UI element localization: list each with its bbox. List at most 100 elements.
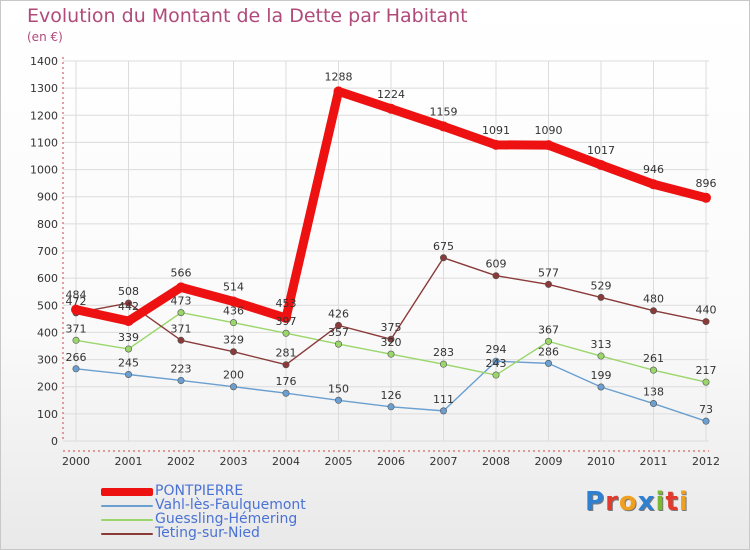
data-label: 200: [223, 369, 244, 382]
data-point: [282, 389, 290, 397]
data-label: 245: [118, 357, 139, 370]
x-tick-label: 2008: [482, 455, 510, 468]
data-label: 73: [699, 403, 713, 416]
data-point: [230, 383, 238, 391]
x-tick-label: 2000: [62, 455, 90, 468]
data-label: 426: [328, 307, 349, 320]
data-label: 1159: [430, 105, 458, 118]
data-point: [281, 313, 291, 324]
data-label: 281: [276, 347, 297, 360]
proxiti-logo: Proxiti: [585, 487, 689, 517]
legend-swatch: [101, 519, 153, 521]
y-tick-label: 600: [37, 272, 58, 285]
y-tick-label: 800: [37, 218, 58, 231]
data-point: [71, 304, 81, 315]
y-tick-label: 500: [37, 299, 58, 312]
data-label: 329: [223, 334, 244, 347]
data-point: [492, 371, 500, 379]
data-point: [492, 357, 500, 365]
data-label: 283: [433, 346, 454, 359]
y-tick-label: 1000: [30, 164, 58, 177]
data-point: [649, 307, 657, 315]
data-point: [702, 378, 710, 386]
data-label: 150: [328, 382, 349, 395]
logo-letter: t: [665, 487, 679, 517]
data-point: [649, 366, 657, 374]
x-tick-label: 2010: [587, 455, 615, 468]
data-label: 675: [433, 240, 454, 253]
x-tick-label: 2002: [167, 455, 195, 468]
data-point: [334, 340, 342, 348]
data-point: [230, 348, 238, 356]
x-tick-label: 2006: [377, 455, 405, 468]
x-axis: 2000 2001 2002 2003 2004 2005 2006 2007 2008 2009…: [62, 450, 720, 468]
x-tick-label: 2005: [325, 455, 353, 468]
data-point: [597, 293, 605, 301]
data-label: 480: [643, 293, 664, 306]
data-label: 339: [118, 331, 139, 344]
data-label: 126: [381, 389, 402, 402]
logo-letter: x: [637, 487, 656, 517]
data-point: [125, 299, 133, 307]
y-tick-label: 100: [37, 408, 58, 421]
data-point: [334, 396, 342, 404]
data-point: [177, 376, 185, 384]
x-tick-label: 2003: [220, 455, 248, 468]
logo-letter: P: [585, 487, 606, 517]
legend-swatch: [101, 488, 153, 496]
y-tick-label: 1300: [30, 82, 58, 95]
data-label: 473: [171, 295, 192, 308]
data-point: [177, 336, 185, 344]
data-labels-layer: 266 245 223 200 176 150 126 111 294 286 199 138 73 37…: [66, 70, 717, 416]
logo-letter: r: [605, 487, 619, 517]
data-point: [387, 350, 395, 358]
data-label: 566: [171, 266, 192, 279]
data-point: [597, 352, 605, 360]
data-point: [387, 335, 395, 343]
y-tick-label: 900: [37, 191, 58, 204]
logo-letter: i: [678, 487, 689, 517]
data-label: 357: [328, 326, 349, 339]
data-point: [648, 179, 659, 190]
data-point: [387, 403, 395, 411]
data-point: [386, 103, 396, 114]
data-label: 453: [276, 297, 297, 310]
data-label: 286: [538, 345, 559, 358]
data-point: [72, 336, 80, 344]
y-tick-label: 400: [37, 326, 58, 339]
data-label: 261: [643, 352, 664, 365]
legend-label: Teting-sur-Nied: [155, 525, 260, 541]
data-label: 138: [643, 386, 664, 399]
data-point: [123, 316, 134, 327]
x-tick-label: 2012: [692, 455, 720, 468]
data-label: 371: [171, 322, 192, 335]
data-point: [491, 139, 501, 150]
data-label: 896: [696, 177, 717, 190]
data-label: 577: [538, 266, 559, 279]
data-label: 371: [66, 322, 87, 335]
data-label: 199: [591, 369, 612, 382]
data-label: 440: [696, 304, 717, 317]
data-point: [544, 280, 552, 288]
x-tick-label: 2009: [535, 455, 563, 468]
data-point: [228, 296, 239, 307]
data-label: 1224: [377, 88, 405, 101]
data-point: [439, 360, 447, 368]
y-tick-label: 1100: [30, 136, 58, 149]
data-label: 436: [223, 305, 244, 318]
data-label: 111: [433, 393, 454, 406]
data-label: 217: [696, 364, 717, 377]
data-label: 514: [223, 280, 244, 293]
data-label: 243: [486, 357, 507, 370]
logo-letter: o: [618, 487, 638, 517]
y-tick-label: 1400: [30, 55, 58, 68]
grid-lines: [63, 60, 709, 442]
data-label: 294: [486, 343, 507, 356]
data-point: [125, 370, 133, 378]
logo-letter: i: [655, 487, 666, 517]
data-label: 529: [591, 279, 612, 292]
chart-unit-subtitle: (en €): [27, 30, 63, 44]
chart-title: Evolution du Montant de la Dette par Hab…: [27, 5, 468, 27]
legend-label: Guessling-Hémering: [155, 511, 298, 527]
